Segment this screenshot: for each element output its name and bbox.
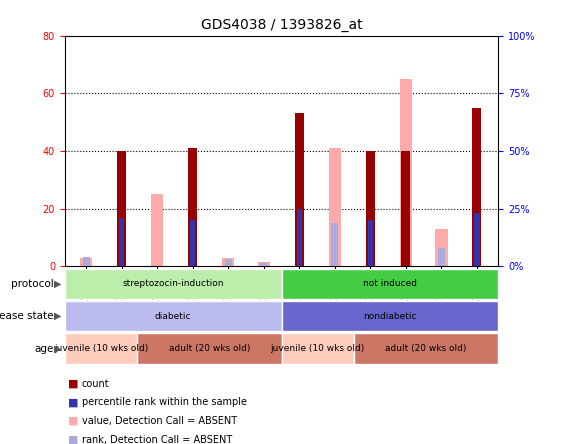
Bar <box>331 222 338 266</box>
Text: adult (20 wks old): adult (20 wks old) <box>385 344 467 353</box>
Text: rank, Detection Call = ABSENT: rank, Detection Call = ABSENT <box>82 435 232 444</box>
Bar <box>295 114 303 266</box>
Bar <box>65 301 282 331</box>
Bar <box>117 151 126 266</box>
Text: diabetic: diabetic <box>155 312 191 321</box>
Text: nondiabetic: nondiabetic <box>363 312 417 321</box>
Bar <box>400 79 412 266</box>
Bar <box>366 151 375 266</box>
Text: count: count <box>82 379 109 388</box>
Text: ■: ■ <box>68 379 78 388</box>
Bar <box>329 148 341 266</box>
Text: age: age <box>34 344 53 353</box>
Bar <box>65 269 282 299</box>
Bar <box>225 259 232 266</box>
Text: protocol: protocol <box>11 279 53 289</box>
Bar <box>282 301 498 331</box>
Bar <box>80 258 92 266</box>
Text: ■: ■ <box>68 416 78 426</box>
Text: juvenile (10 wks old): juvenile (10 wks old) <box>53 344 148 353</box>
Bar <box>151 194 163 266</box>
Bar <box>257 262 270 266</box>
Bar <box>83 257 90 266</box>
Bar <box>354 333 498 364</box>
Bar <box>438 248 445 266</box>
Bar <box>401 151 410 266</box>
Text: ▶: ▶ <box>55 279 62 289</box>
Text: ■: ■ <box>68 397 78 407</box>
Bar <box>282 269 498 299</box>
Bar <box>297 209 302 266</box>
Text: juvenile (10 wks old): juvenile (10 wks old) <box>270 344 365 353</box>
Bar <box>188 148 197 266</box>
Bar <box>474 213 480 266</box>
Bar <box>222 258 234 266</box>
Text: disease state: disease state <box>0 311 53 321</box>
Bar <box>260 263 267 266</box>
Text: percentile rank within the sample: percentile rank within the sample <box>82 397 247 407</box>
Bar <box>282 333 354 364</box>
Bar <box>137 333 282 364</box>
Text: GDS4038 / 1393826_at: GDS4038 / 1393826_at <box>200 18 363 32</box>
Text: adult (20 wks old): adult (20 wks old) <box>168 344 250 353</box>
Bar <box>472 108 481 266</box>
Bar <box>368 220 373 266</box>
Text: ▶: ▶ <box>55 311 62 321</box>
Bar <box>435 229 448 266</box>
Bar <box>65 333 137 364</box>
Bar <box>119 218 124 266</box>
Text: value, Detection Call = ABSENT: value, Detection Call = ABSENT <box>82 416 237 426</box>
Text: streptozocin-induction: streptozocin-induction <box>122 279 224 288</box>
Bar <box>190 220 195 266</box>
Text: ■: ■ <box>68 435 78 444</box>
Text: ▶: ▶ <box>55 344 62 353</box>
Text: not induced: not induced <box>363 279 417 288</box>
